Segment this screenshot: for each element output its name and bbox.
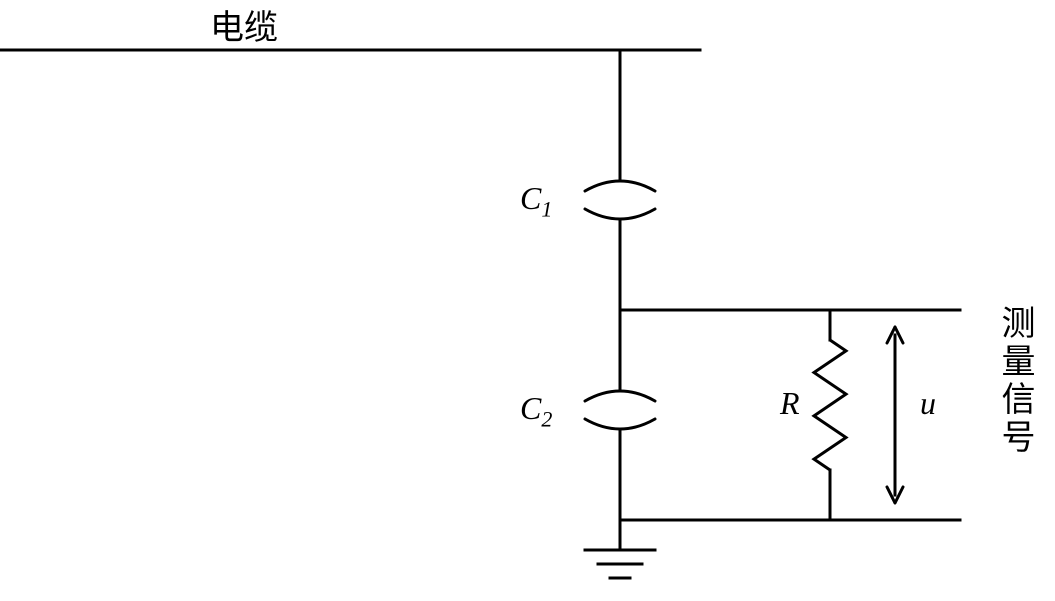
u-label: u — [920, 385, 936, 422]
measurement-signal-label: 测量信号 — [990, 305, 1039, 457]
cable-label: 电缆 — [210, 0, 278, 49]
c2-label: C2 — [520, 390, 552, 432]
c1-label: C1 — [520, 180, 552, 222]
r-label: R — [780, 385, 800, 422]
circuit-diagram — [0, 0, 1055, 601]
